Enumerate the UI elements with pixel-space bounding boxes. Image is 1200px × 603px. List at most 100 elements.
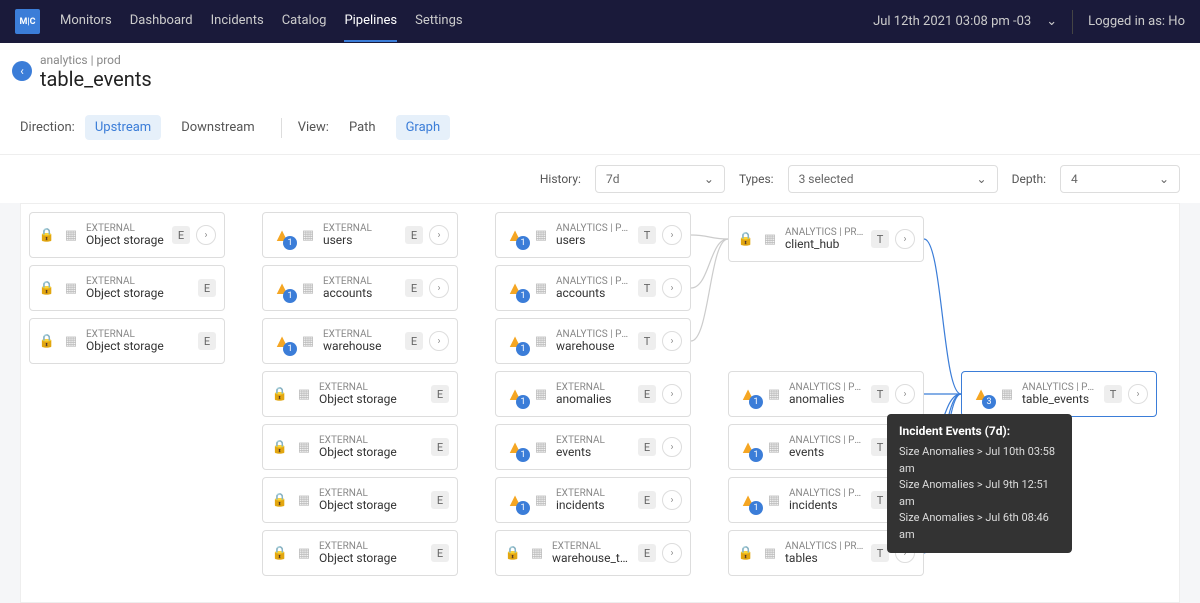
table-icon: ▦ xyxy=(62,281,80,296)
expand-chevron-icon[interactable]: › xyxy=(662,437,682,457)
node-text: EXTERNALaccounts xyxy=(323,276,399,300)
node-text: EXTERNALObject storage xyxy=(86,329,192,353)
nav-item-pipelines[interactable]: Pipelines xyxy=(344,1,397,42)
warning-icon: ▲1 xyxy=(504,383,526,405)
lineage-node[interactable]: 🔒▦ANALYTICS | PRODclient_hubT› xyxy=(728,216,924,262)
lineage-node[interactable]: ▲1▦ANALYTICS | PROD_...anomaliesT› xyxy=(728,371,924,417)
lineage-node[interactable]: 🔒▦EXTERNALObject storageE xyxy=(262,371,458,417)
expand-chevron-icon[interactable]: › xyxy=(662,384,682,404)
node-text: EXTERNALObject storage xyxy=(319,488,425,512)
type-tag: T xyxy=(638,279,656,297)
type-tag: E xyxy=(431,491,449,509)
table-icon: ▦ xyxy=(765,440,783,455)
back-button[interactable]: ‹ xyxy=(12,61,32,81)
lineage-node[interactable]: 🔒▦EXTERNALObject storageE xyxy=(262,424,458,470)
nav-item-settings[interactable]: Settings xyxy=(415,1,462,42)
expand-chevron-icon[interactable]: › xyxy=(429,278,449,298)
chevron-down-icon: ⌄ xyxy=(704,172,714,186)
lineage-node[interactable]: 🔒▦EXTERNALwarehouse_tablesE› xyxy=(495,530,691,576)
table-icon: ▦ xyxy=(299,281,317,296)
node-text: ANALYTICS | PROD_...anomalies xyxy=(789,382,865,406)
lineage-canvas[interactable]: Incident Events (7d): Size Anomalies > J… xyxy=(20,203,1180,603)
lineage-node[interactable]: 🔒▦EXTERNALObject storageE xyxy=(29,318,225,364)
nav-item-monitors[interactable]: Monitors xyxy=(60,1,112,42)
view-label: View: xyxy=(298,120,329,135)
expand-chevron-icon[interactable]: › xyxy=(662,278,682,298)
topbar-right: Jul 12th 2021 03:08 pm -03 ⌄ Logged in a… xyxy=(873,10,1185,34)
warning-icon: ▲1 xyxy=(271,277,293,299)
type-tag: E xyxy=(638,385,656,403)
expand-chevron-icon[interactable]: › xyxy=(196,225,216,245)
lineage-node[interactable]: 🔒▦EXTERNALObject storageE xyxy=(29,265,225,311)
node-text: ANALYTICS | PROD_...events xyxy=(789,435,865,459)
node-text: ANALYTICS | PROD_...users xyxy=(556,223,632,247)
expand-chevron-icon[interactable]: › xyxy=(1128,384,1148,404)
breadcrumb: analytics | prod xyxy=(40,53,1180,67)
table-icon: ▦ xyxy=(62,228,80,243)
lineage-node[interactable]: ▲1▦ANALYTICS | PROD_...usersT› xyxy=(495,212,691,258)
chevron-down-icon[interactable]: ⌄ xyxy=(1046,14,1057,29)
expand-chevron-icon[interactable]: › xyxy=(895,229,915,249)
lineage-node[interactable]: ▲1▦EXTERNALwarehouseE› xyxy=(262,318,458,364)
depth-dropdown[interactable]: 4⌄ xyxy=(1060,165,1180,193)
lineage-node[interactable]: ▲1▦ANALYTICS | PROD_...warehouseT› xyxy=(495,318,691,364)
table-icon: ▦ xyxy=(295,387,313,402)
nav-item-catalog[interactable]: Catalog xyxy=(282,1,327,42)
downstream-pill[interactable]: Downstream xyxy=(171,115,265,140)
type-tag: E xyxy=(431,438,449,456)
lineage-node[interactable]: ▲3▦ANALYTICS | PRODtable_eventsT› xyxy=(961,371,1157,417)
type-tag: E xyxy=(172,226,190,244)
expand-chevron-icon[interactable]: › xyxy=(429,331,449,351)
graph-pill[interactable]: Graph xyxy=(396,115,451,140)
lineage-node[interactable]: 🔒▦EXTERNALObject storageE› xyxy=(29,212,225,258)
node-text: EXTERNALincidents xyxy=(556,488,632,512)
lock-icon: 🔒 xyxy=(38,281,56,296)
table-icon: ▦ xyxy=(532,281,550,296)
table-icon: ▦ xyxy=(299,334,317,349)
node-text: ANALYTICS | PROD_...accounts xyxy=(556,276,632,300)
node-text: ANALYTICS | PROD_...warehouse xyxy=(556,329,632,353)
filters-bar: History: 7d⌄ Types: 3 selected⌄ Depth: 4… xyxy=(0,155,1200,203)
lineage-node[interactable]: 🔒▦EXTERNALObject storageE xyxy=(262,477,458,523)
expand-chevron-icon[interactable]: › xyxy=(662,225,682,245)
expand-chevron-icon[interactable]: › xyxy=(662,543,682,563)
lineage-node[interactable]: 🔒▦EXTERNALObject storageE xyxy=(262,530,458,576)
table-icon: ▦ xyxy=(765,387,783,402)
warning-icon: ▲1 xyxy=(737,436,759,458)
lock-icon: 🔒 xyxy=(504,546,522,561)
lineage-node[interactable]: ▲1▦EXTERNALanomaliesE› xyxy=(495,371,691,417)
path-pill[interactable]: Path xyxy=(339,115,386,140)
types-dropdown[interactable]: 3 selected⌄ xyxy=(788,165,998,193)
lock-icon: 🔒 xyxy=(737,546,755,561)
lineage-node[interactable]: ▲1▦EXTERNALaccountsE› xyxy=(262,265,458,311)
table-icon: ▦ xyxy=(765,493,783,508)
history-label: History: xyxy=(540,172,581,186)
logo[interactable]: M|C xyxy=(15,9,40,34)
table-icon: ▦ xyxy=(532,493,550,508)
lineage-node[interactable]: ▲1▦EXTERNALeventsE› xyxy=(495,424,691,470)
expand-chevron-icon[interactable]: › xyxy=(662,331,682,351)
lineage-node[interactable]: ▲1▦EXTERNALincidentsE› xyxy=(495,477,691,523)
nav-item-incidents[interactable]: Incidents xyxy=(211,1,264,42)
warning-icon: ▲1 xyxy=(504,489,526,511)
lineage-node[interactable]: ▲1▦ANALYTICS | PROD_...accountsT› xyxy=(495,265,691,311)
topbar: M|C Monitors Dashboard Incidents Catalog Pip… xyxy=(0,0,1200,43)
node-text: EXTERNALwarehouse xyxy=(323,329,399,353)
table-icon: ▦ xyxy=(532,440,550,455)
node-text: EXTERNALObject storage xyxy=(319,435,425,459)
nav-item-dashboard[interactable]: Dashboard xyxy=(130,1,193,42)
depth-label: Depth: xyxy=(1012,172,1046,186)
type-tag: E xyxy=(405,332,423,350)
table-icon: ▦ xyxy=(62,334,80,349)
node-text: EXTERNALObject storage xyxy=(319,541,425,565)
type-tag: E xyxy=(638,544,656,562)
logged-in: Logged in as: Ho xyxy=(1088,14,1185,29)
expand-chevron-icon[interactable]: › xyxy=(429,225,449,245)
type-tag: T xyxy=(638,332,656,350)
history-dropdown[interactable]: 7d⌄ xyxy=(595,165,725,193)
lineage-node[interactable]: ▲1▦EXTERNALusersE› xyxy=(262,212,458,258)
divider xyxy=(281,118,282,138)
expand-chevron-icon[interactable]: › xyxy=(662,490,682,510)
expand-chevron-icon[interactable]: › xyxy=(895,384,915,404)
upstream-pill[interactable]: Upstream xyxy=(85,115,161,140)
